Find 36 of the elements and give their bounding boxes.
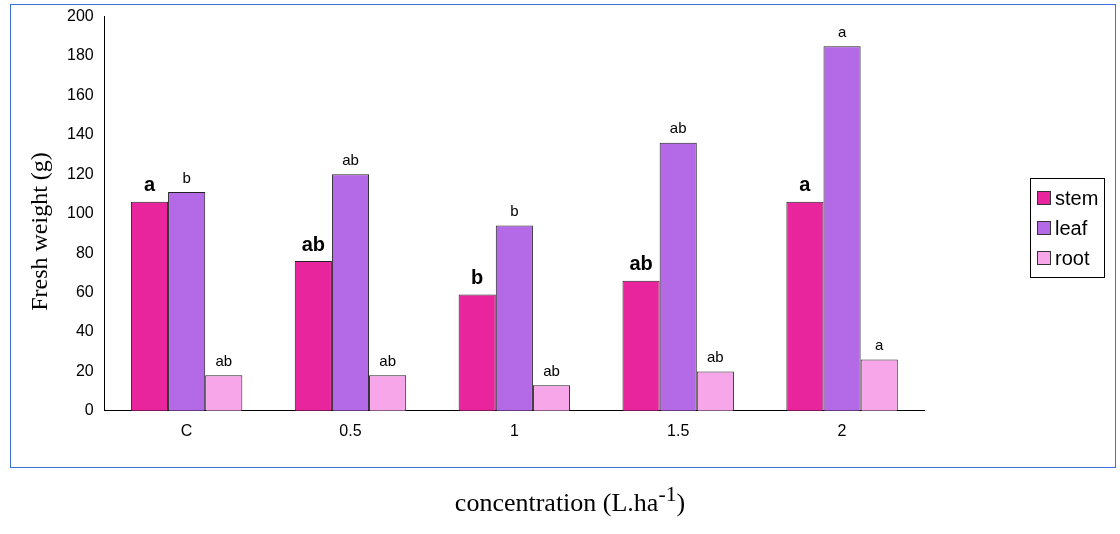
- data-label: a: [143, 173, 156, 196]
- data-label: b: [471, 266, 484, 289]
- data-label: a: [875, 336, 885, 354]
- data-label: a: [799, 173, 812, 196]
- legend-label: stem: [1055, 186, 1099, 210]
- data-label: b: [510, 202, 519, 220]
- y-tick-label: 40: [75, 322, 94, 340]
- data-label: ab: [543, 361, 560, 379]
- y-tick-label: 20: [75, 361, 94, 379]
- x-tick-label: 2: [837, 421, 847, 439]
- y-tick-label: 160: [66, 85, 94, 103]
- x-tick-label: 1: [509, 421, 519, 439]
- y-tick-label: 0: [84, 401, 94, 419]
- data-label: ab: [342, 150, 359, 168]
- y-axis-title: Fresh weight (g): [25, 151, 53, 311]
- x-tick-label: 0.5: [339, 421, 362, 439]
- x-tick-label: C: [180, 421, 193, 439]
- data-label: b: [182, 168, 191, 186]
- y-tick-label: 100: [66, 204, 94, 222]
- data-label: ab: [707, 348, 724, 366]
- legend-label: leaf: [1055, 216, 1088, 240]
- legend-label: root: [1055, 246, 1090, 270]
- data-label: a: [837, 22, 847, 40]
- y-tick-label: 80: [75, 243, 94, 261]
- y-tick-label: 60: [75, 282, 94, 300]
- x-axis-title: concentration (L.ha$^{-1}$): [453, 482, 687, 518]
- data-label: ab: [669, 119, 687, 137]
- data-label: ab: [629, 252, 653, 275]
- y-tick-label: 180: [66, 46, 94, 64]
- data-label: ab: [301, 232, 326, 255]
- y-tick-label: 140: [66, 125, 94, 143]
- y-tick-label: 200: [66, 7, 94, 25]
- data-label: ab: [215, 351, 233, 369]
- y-tick-label: 120: [66, 164, 94, 182]
- data-label: ab: [379, 351, 396, 369]
- x-tick-label: 1.5: [667, 421, 690, 439]
